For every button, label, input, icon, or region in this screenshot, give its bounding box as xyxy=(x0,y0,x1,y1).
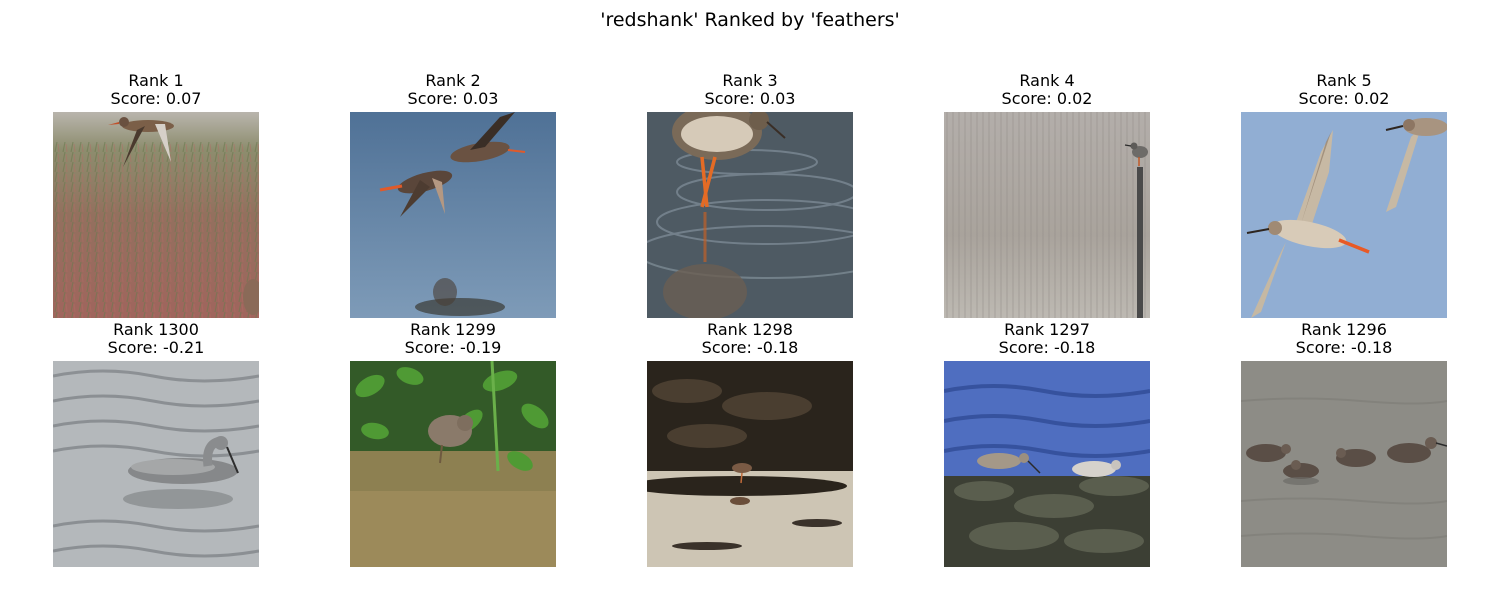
thumbnail-image xyxy=(350,112,556,318)
result-thumbnail[interactable] xyxy=(350,361,556,567)
result-card[interactable]: Rank 3 Score: 0.03 xyxy=(647,71,853,318)
result-card[interactable]: Rank 1297 Score: -0.18 xyxy=(944,320,1150,567)
rank-label: Rank 2 xyxy=(425,71,481,90)
score-label: Score: 0.02 xyxy=(1298,89,1390,108)
result-thumbnail[interactable] xyxy=(647,361,853,567)
score-label: Score: 0.02 xyxy=(1001,89,1093,108)
figure-title: 'redshank' Ranked by 'feathers' xyxy=(600,9,900,31)
score-label: Score: -0.21 xyxy=(107,338,205,357)
rank-label: Rank 5 xyxy=(1316,71,1372,90)
thumbnail-image xyxy=(53,361,259,567)
thumbnail-image xyxy=(944,112,1150,318)
rank-label: Rank 1297 xyxy=(1004,320,1090,339)
score-label: Score: -0.18 xyxy=(998,338,1096,357)
rank-label: Rank 1296 xyxy=(1301,320,1387,339)
result-card[interactable]: Rank 1298 Score: -0.18 xyxy=(647,320,853,567)
result-card[interactable]: Rank 1300 Score: -0.21 xyxy=(53,320,259,567)
result-thumbnail[interactable] xyxy=(53,361,259,567)
thumbnail-image xyxy=(1241,112,1447,318)
result-card[interactable]: Rank 1 Score: 0.07 xyxy=(53,71,259,318)
result-card[interactable]: Rank 1296 Score: -0.18 xyxy=(1241,320,1447,567)
rank-label: Rank 4 xyxy=(1019,71,1075,90)
result-thumbnail[interactable] xyxy=(944,361,1150,567)
result-thumbnail[interactable] xyxy=(1241,112,1447,318)
score-label: Score: -0.18 xyxy=(701,338,799,357)
score-label: Score: 0.07 xyxy=(110,89,202,108)
thumbnail-image xyxy=(53,112,259,318)
rank-label: Rank 1299 xyxy=(410,320,496,339)
rank-label: Rank 1300 xyxy=(113,320,199,339)
thumbnail-image xyxy=(647,361,853,567)
rank-label: Rank 3 xyxy=(722,71,778,90)
result-thumbnail[interactable] xyxy=(1241,361,1447,567)
rank-label: Rank 1 xyxy=(128,71,184,90)
result-thumbnail[interactable] xyxy=(53,112,259,318)
thumbnail-image xyxy=(1241,361,1447,567)
rank-label: Rank 1298 xyxy=(707,320,793,339)
result-card[interactable]: Rank 2 Score: 0.03 xyxy=(350,71,556,318)
score-label: Score: -0.19 xyxy=(404,338,502,357)
score-label: Score: 0.03 xyxy=(704,89,796,108)
result-card[interactable]: Rank 1299 Score: -0.19 xyxy=(350,320,556,567)
result-card[interactable]: Rank 5 Score: 0.02 xyxy=(1241,71,1447,318)
score-label: Score: -0.18 xyxy=(1295,338,1393,357)
result-thumbnail[interactable] xyxy=(350,112,556,318)
result-thumbnail[interactable] xyxy=(944,112,1150,318)
score-label: Score: 0.03 xyxy=(407,89,499,108)
thumbnail-image xyxy=(350,361,556,567)
result-card[interactable]: Rank 4 Score: 0.02 xyxy=(944,71,1150,318)
thumbnail-image xyxy=(944,361,1150,567)
result-thumbnail[interactable] xyxy=(647,112,853,318)
thumbnail-image xyxy=(647,112,853,318)
